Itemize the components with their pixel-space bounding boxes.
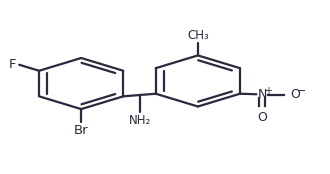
Text: CH₃: CH₃ xyxy=(187,29,209,42)
Text: O: O xyxy=(257,111,267,124)
Text: F: F xyxy=(9,58,16,71)
Text: O: O xyxy=(290,88,300,101)
Text: Br: Br xyxy=(74,124,88,137)
Text: NH₂: NH₂ xyxy=(128,114,151,127)
Text: −: − xyxy=(296,86,306,97)
Text: +: + xyxy=(264,86,272,96)
Text: N: N xyxy=(258,88,267,101)
